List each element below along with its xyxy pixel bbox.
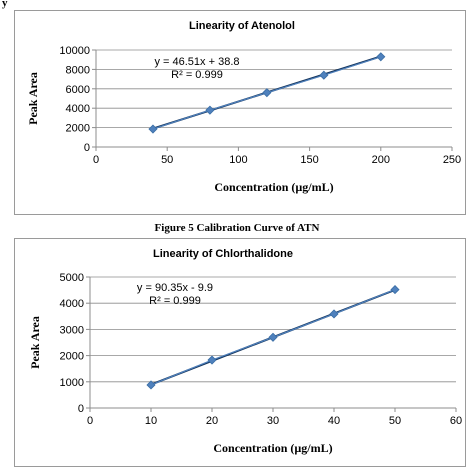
chlorthalidone-data-point (207, 355, 217, 365)
chlorthalidone-x-tick-label: 10 (145, 415, 157, 427)
chlorthalidone-equation-label: y = 90.35x - 9.9 (137, 282, 213, 294)
chlorthalidone-x-tick-label: 60 (450, 415, 462, 427)
atenolol-y-tick-label: 6000 (66, 84, 90, 96)
atenolol-y-axis-label: Peak Area (26, 72, 40, 125)
chlorthalidone-chart-title: Linearity of Chlorthalidone (153, 248, 293, 260)
atenolol-x-tick-label: 200 (372, 154, 390, 166)
chlorthalidone-data-point (146, 380, 156, 390)
atenolol-x-tick-label: 150 (300, 154, 318, 166)
chlorthalidone-data-point (390, 285, 400, 295)
atenolol-chart-svg: Linearity of Atenolol0200040006000800010… (26, 20, 461, 194)
chlorthalidone-r-squared-label: R² = 0.999 (149, 295, 201, 307)
chlorthalidone-x-tick-label: 20 (206, 415, 218, 427)
atenolol-x-tick-label: 50 (161, 154, 173, 166)
atenolol-x-tick-label: 250 (443, 154, 461, 166)
chlorthalidone-data-point (268, 332, 278, 342)
atenolol-x-axis-label: Concentration (µg/mL) (214, 180, 333, 194)
chlorthalidone-y-tick-label: 1000 (60, 377, 84, 389)
atenolol-y-tick-label: 0 (84, 142, 90, 154)
atenolol-data-point (205, 105, 215, 115)
atenolol-chart-title: Linearity of Atenolol (189, 20, 295, 32)
atenolol-y-tick-label: 4000 (66, 103, 90, 115)
chlorthalidone-y-tick-label: 5000 (60, 272, 84, 284)
atenolol-x-tick-label: 100 (229, 154, 247, 166)
atenolol-r-squared-label: R² = 0.999 (171, 69, 223, 81)
atenolol-chart: Linearity of Atenolol 0 2000 4000 6000 8000 10… (14, 10, 466, 215)
figure-caption: Figure 5 Calibration Curve of ATN (154, 222, 320, 234)
chlorthalidone-data-point (329, 309, 339, 319)
chlorthalidone-x-tick-label: 30 (267, 415, 279, 427)
atenolol-equation-label: y = 46.51x + 38.8 (154, 56, 239, 68)
chlorthalidone-x-tick-label: 50 (389, 415, 401, 427)
chlorthalidone-y-tick-label: 0 (78, 403, 84, 415)
chlorthalidone-x-axis-label: Concentration (µg/mL) (213, 441, 332, 455)
chlorthalidone-y-tick-label: 2000 (60, 351, 84, 363)
atenolol-y-tick-label: 10000 (59, 45, 90, 57)
corner-letter: y (2, 0, 8, 9)
atenolol-data-point (262, 88, 272, 98)
atenolol-data-point (148, 124, 158, 134)
chlorthalidone-x-tick-label: 0 (87, 415, 93, 427)
chlorthalidone-x-tick-label: 40 (328, 415, 340, 427)
chlorthalidone-y-tick-label: 4000 (60, 298, 84, 310)
chlorthalidone-y-tick-label: 3000 (60, 324, 84, 336)
atenolol-y-tick-label: 2000 (66, 123, 90, 135)
chlorthalidone-chart: Linearity of Chlorthalidone 0 1000 2000 3000… (14, 238, 466, 467)
atenolol-data-point (376, 52, 386, 62)
atenolol-data-point (319, 70, 329, 80)
chlorthalidone-y-axis-label: Peak Area (28, 316, 42, 369)
atenolol-x-tick-label: 0 (93, 154, 99, 166)
atenolol-y-tick-label: 8000 (66, 64, 90, 76)
chlorthalidone-chart-svg: Linearity of Chlorthalidone 0 1000 2000 3000… (28, 248, 462, 455)
